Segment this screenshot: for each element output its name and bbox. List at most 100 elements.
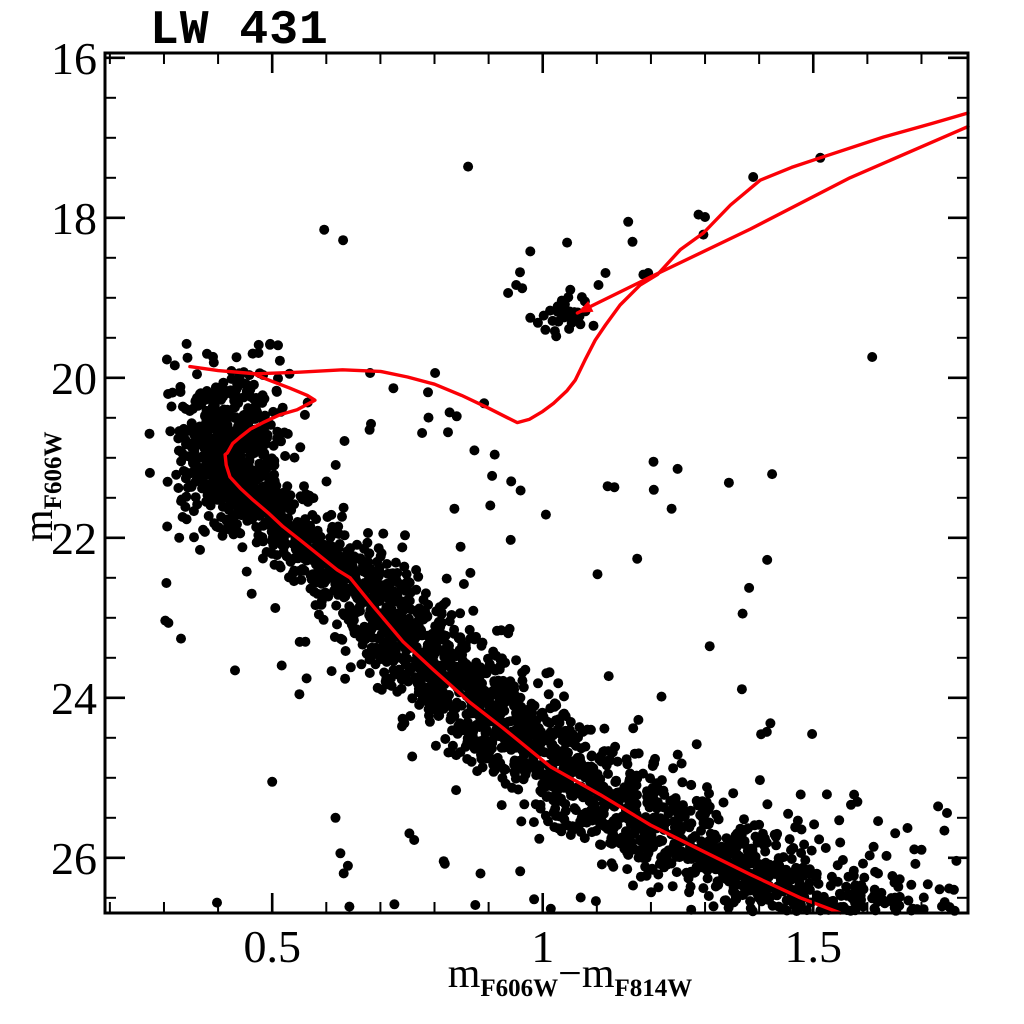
star-point	[373, 633, 384, 644]
star-point	[864, 850, 875, 861]
star-point	[458, 579, 469, 589]
star-point	[784, 834, 795, 845]
star-point	[253, 339, 264, 350]
star-point	[176, 633, 186, 644]
star-point	[654, 837, 664, 848]
plot-frame	[103, 51, 970, 915]
star-point	[385, 673, 396, 684]
star-point	[471, 631, 481, 642]
star-point	[365, 607, 376, 618]
star-point	[535, 799, 546, 810]
y-axis-label: mF606W	[16, 432, 67, 542]
star-point	[396, 600, 407, 611]
star-point	[242, 512, 253, 523]
star-point	[518, 774, 529, 785]
star-point	[261, 493, 271, 504]
star-point	[424, 716, 435, 727]
y-tick-label: 26	[51, 833, 97, 884]
star-point	[188, 506, 199, 517]
star-point	[214, 493, 225, 503]
star-point	[744, 582, 755, 593]
star-point	[594, 812, 605, 823]
star-point	[162, 476, 173, 487]
star-point	[625, 768, 636, 779]
star-point	[608, 829, 619, 840]
star-point	[413, 571, 424, 582]
star-point	[404, 595, 415, 606]
star-point	[413, 683, 424, 694]
star-point	[364, 548, 374, 559]
star-point	[383, 610, 394, 621]
star-point	[243, 403, 254, 414]
star-point	[632, 553, 643, 564]
star-point	[237, 501, 248, 512]
star-point	[245, 446, 256, 457]
star-point	[171, 469, 182, 480]
star-point	[762, 554, 773, 565]
star-point	[387, 568, 398, 579]
star-point	[321, 476, 332, 487]
star-point	[430, 368, 441, 378]
star-point	[400, 530, 410, 541]
star-point	[559, 814, 570, 825]
star-point	[540, 509, 551, 520]
star-point	[686, 780, 697, 791]
star-point	[211, 521, 222, 532]
star-point	[231, 392, 242, 403]
star-point	[671, 826, 682, 837]
star-point	[266, 526, 277, 537]
star-point	[265, 339, 275, 350]
star-point	[525, 312, 536, 323]
star-point	[621, 826, 631, 837]
star-point	[338, 502, 349, 513]
star-point	[906, 879, 917, 890]
star-point	[704, 835, 715, 846]
star-point	[683, 873, 694, 884]
x-tick-label: 0.5	[243, 921, 301, 972]
star-point	[325, 532, 336, 543]
star-point	[682, 820, 692, 831]
star-point	[873, 868, 883, 879]
star-point	[918, 892, 929, 903]
star-point	[174, 532, 185, 543]
star-point	[586, 764, 597, 775]
star-point	[893, 881, 904, 892]
star-point	[783, 808, 794, 819]
star-point	[661, 853, 672, 864]
star-point	[330, 812, 341, 823]
star-point	[774, 854, 784, 865]
star-point	[672, 463, 683, 474]
x-axis-label: mF606W−mF814W	[448, 951, 693, 1002]
star-point	[581, 814, 592, 825]
star-point	[663, 808, 674, 819]
star-point	[568, 787, 579, 798]
star-point	[165, 426, 176, 437]
star-point	[212, 429, 223, 440]
star-point	[308, 493, 319, 504]
star-point	[728, 788, 739, 799]
star-point	[565, 284, 576, 295]
star-point	[392, 577, 403, 587]
star-point	[282, 481, 293, 492]
star-point	[182, 352, 193, 363]
star-point	[503, 288, 514, 298]
star-point	[362, 537, 373, 548]
star-point	[258, 536, 269, 547]
star-point	[807, 729, 818, 739]
star-point	[576, 292, 587, 303]
x-tick-label: 1	[531, 921, 554, 972]
star-point	[409, 835, 420, 845]
star-point	[545, 305, 556, 316]
star-point	[433, 711, 444, 721]
star-point	[499, 735, 510, 746]
star-point	[515, 485, 526, 496]
star-point	[464, 624, 475, 635]
star-point	[397, 542, 408, 553]
star-point	[734, 851, 745, 862]
star-point	[850, 880, 861, 891]
star-point	[340, 646, 351, 656]
star-point	[533, 678, 543, 689]
star-point	[330, 460, 341, 470]
y-tick-label: 24	[51, 673, 97, 724]
star-point	[288, 521, 299, 531]
